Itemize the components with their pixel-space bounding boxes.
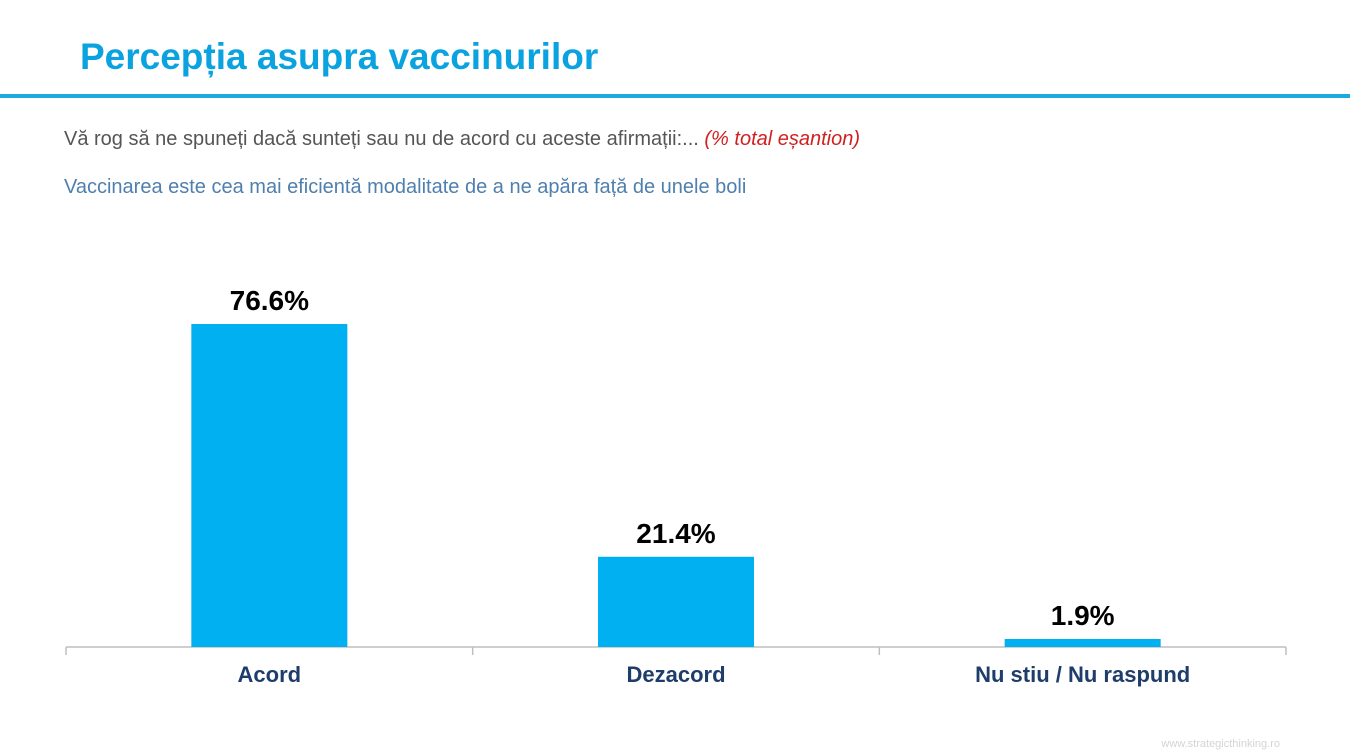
bar-dezacord bbox=[598, 556, 754, 647]
title-divider bbox=[0, 94, 1350, 98]
sample-note: (% total eșantion) bbox=[704, 128, 861, 150]
watermark: www.strategicthinking.ro bbox=[1161, 738, 1280, 750]
bar-nu-stiu-nu-raspund bbox=[1004, 638, 1161, 647]
bar-value-label: 1.9% bbox=[1051, 600, 1115, 631]
category-label: Acord bbox=[238, 662, 302, 687]
category-label: Nu stiu / Nu raspund bbox=[975, 662, 1190, 687]
statement-text: Vaccinarea este cea mai eficientă modali… bbox=[64, 176, 747, 198]
bar-value-label: 21.4% bbox=[636, 518, 715, 549]
bar-acord bbox=[191, 324, 348, 647]
page-title: Percepția asupra vaccinurilor bbox=[80, 36, 599, 77]
question-text: Vă rog să ne spuneți dacă sunteți sau nu… bbox=[64, 128, 860, 151]
bar-value-label: 76.6% bbox=[230, 285, 309, 316]
question-label: Vă rog să ne spuneți dacă sunteți sau nu… bbox=[64, 128, 699, 150]
category-label: Dezacord bbox=[626, 662, 725, 687]
